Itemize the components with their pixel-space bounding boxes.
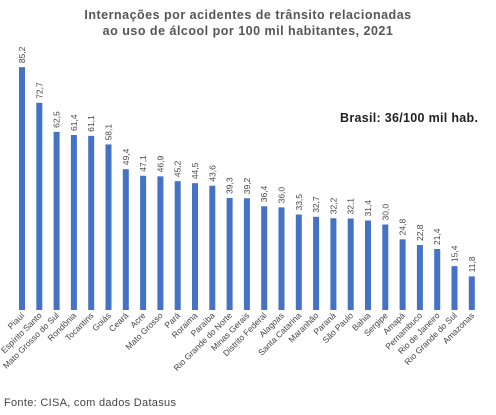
bar	[295, 214, 302, 310]
value-label: 43,6	[207, 165, 217, 182]
value-label: 30,0	[380, 204, 390, 221]
bar	[468, 276, 475, 310]
bar	[70, 135, 77, 310]
value-label: 44,5	[190, 162, 200, 179]
bar	[88, 135, 95, 310]
bar	[157, 176, 164, 310]
value-label: 32,2	[328, 197, 338, 214]
bar	[313, 216, 320, 310]
bar	[36, 102, 43, 311]
bar	[382, 224, 389, 310]
value-label: 61,1	[86, 115, 96, 132]
bar	[434, 249, 441, 310]
bar	[140, 175, 147, 310]
bar	[105, 144, 112, 310]
bar	[192, 183, 198, 310]
value-label: 22,8	[415, 224, 425, 241]
value-label: 32,7	[311, 196, 321, 213]
value-label: 33,5	[294, 194, 304, 211]
value-label: 62,5	[52, 111, 62, 128]
bar	[416, 245, 423, 310]
bar	[53, 131, 60, 310]
source-note: Fonte: CISA, com dados Datasus	[4, 397, 177, 409]
category-label: Ceará	[107, 310, 131, 334]
value-label: 46,9	[155, 156, 165, 173]
bar	[243, 198, 250, 310]
bar	[451, 266, 458, 310]
value-label: 45,2	[173, 160, 183, 177]
brazil-average-annotation: Brasil: 36/100 mil hab.	[340, 111, 479, 125]
value-label: 11,8	[467, 256, 477, 272]
bar	[278, 207, 285, 310]
bar	[226, 197, 233, 310]
value-label: 36,0	[277, 187, 287, 204]
bar	[347, 218, 354, 310]
value-label: 49,4	[121, 148, 131, 165]
chart-title-line2: ao uso de álcool por 100 mil habitantes,…	[102, 24, 394, 38]
bar	[399, 239, 406, 310]
value-label: 32,1	[346, 198, 356, 215]
bar	[19, 67, 25, 311]
value-label: 58,1	[104, 124, 114, 141]
value-label: 31,4	[363, 200, 373, 217]
value-label: 61,4	[69, 114, 79, 131]
bar	[209, 185, 216, 310]
value-label: 72,7	[34, 82, 44, 99]
value-label: 24,8	[398, 219, 408, 236]
bar	[174, 181, 181, 310]
value-label: 15,4	[450, 245, 460, 262]
value-label: 85,2	[17, 46, 27, 63]
value-label: 36,4	[259, 185, 269, 202]
bar	[122, 169, 129, 310]
bar	[365, 220, 371, 310]
value-label: 47,1	[138, 155, 148, 172]
value-label: 39,3	[225, 177, 235, 194]
bar	[261, 206, 268, 310]
value-label: 39,2	[242, 177, 252, 194]
chart-title-line1: Internações por acidentes de trânsito re…	[84, 8, 412, 22]
value-label: 21,4	[432, 228, 442, 245]
bar	[330, 218, 337, 310]
